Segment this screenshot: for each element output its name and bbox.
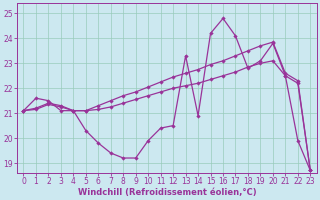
X-axis label: Windchill (Refroidissement éolien,°C): Windchill (Refroidissement éolien,°C) (77, 188, 256, 197)
